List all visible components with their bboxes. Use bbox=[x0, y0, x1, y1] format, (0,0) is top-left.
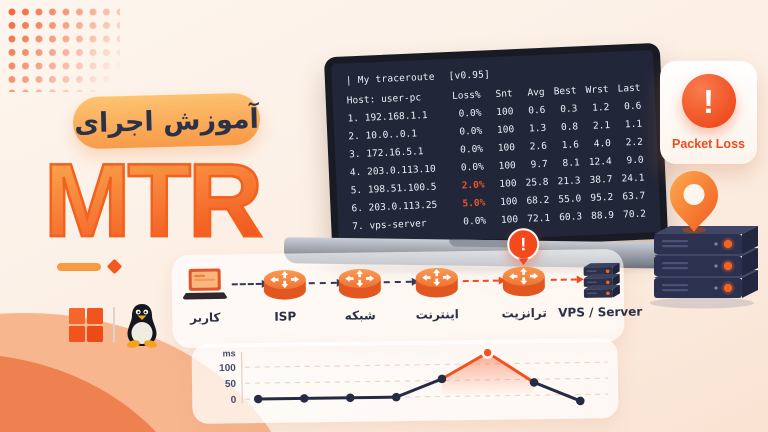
terminal-version: [v0.95] bbox=[448, 69, 491, 82]
col-last: Last bbox=[617, 82, 641, 95]
laptop: | My traceroute [v0.95] Host: user-pc Los… bbox=[282, 24, 688, 276]
title-diamond bbox=[106, 258, 123, 275]
terminal-window: | My traceroute [v0.95] Host: user-pc Los… bbox=[331, 50, 661, 246]
terminal-app-name: | My traceroute bbox=[345, 71, 435, 87]
title-badge: آموزش اجرای bbox=[72, 92, 261, 150]
flow-node-isp: ISP bbox=[245, 263, 326, 324]
flow-node-vps: VPS / Server bbox=[558, 259, 642, 320]
router-icon bbox=[413, 261, 460, 302]
location-pin-icon bbox=[670, 171, 718, 234]
dots-pattern bbox=[8, 8, 120, 92]
laptop-icon bbox=[182, 264, 229, 305]
page-title: MTR bbox=[14, 145, 290, 258]
flow-node-internet: اینترنت bbox=[396, 261, 477, 322]
packet-loss-card: ! Packet Loss bbox=[660, 61, 757, 164]
windows-logo-icon bbox=[69, 308, 103, 342]
latency-chart: 0 50 100 ms bbox=[219, 346, 609, 406]
router-icon bbox=[500, 260, 547, 301]
col-snt: Snt bbox=[495, 88, 513, 100]
flow-node-network: شبکه bbox=[319, 262, 400, 323]
title-underline bbox=[57, 263, 101, 271]
col-loss: Loss% bbox=[451, 89, 481, 102]
title-badge-label: آموزش اجرای bbox=[73, 103, 260, 139]
network-path-diagram: کاربر ISP شبکه اینترنت bbox=[171, 228, 642, 349]
latency-chart-card: 0 50 100 ms bbox=[191, 338, 619, 424]
svg-text:100: 100 bbox=[219, 363, 236, 374]
svg-text:0: 0 bbox=[231, 395, 237, 406]
os-badges bbox=[68, 302, 160, 348]
svg-text:ms: ms bbox=[223, 348, 236, 358]
linux-tux-icon bbox=[127, 304, 157, 348]
exclamation-icon: ! bbox=[681, 74, 736, 128]
flow-node-user: کاربر bbox=[165, 264, 246, 325]
server-stack-illustration bbox=[650, 171, 758, 309]
router-icon bbox=[262, 263, 309, 304]
router-icon bbox=[336, 262, 383, 303]
col-wrst: Wrst bbox=[585, 84, 609, 97]
col-best: Best bbox=[553, 85, 577, 98]
server-icon bbox=[575, 259, 624, 300]
warning-icon: ! bbox=[507, 228, 540, 261]
flow-node-transit: ترانزیت bbox=[483, 260, 564, 321]
svg-text:50: 50 bbox=[225, 379, 237, 390]
col-avg: Avg bbox=[527, 86, 545, 99]
laptop-screen: | My traceroute [v0.95] Host: user-pc Los… bbox=[323, 42, 669, 254]
packet-loss-label: Packet Loss bbox=[672, 137, 745, 151]
terminal-host-label: Host: user-pc bbox=[346, 92, 422, 107]
os-divider bbox=[113, 307, 115, 343]
